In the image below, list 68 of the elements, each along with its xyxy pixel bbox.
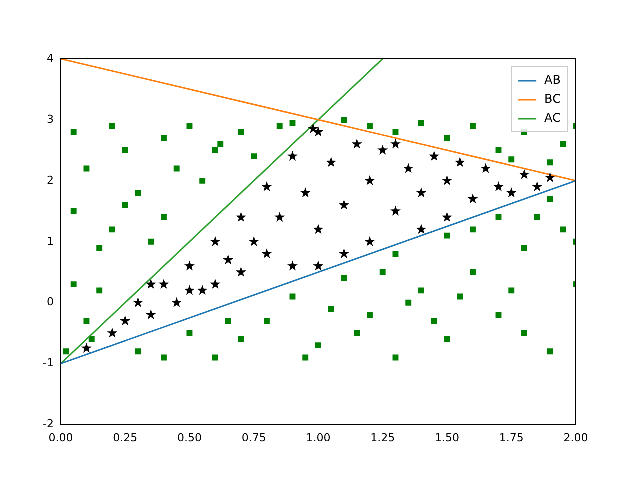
point bbox=[532, 182, 543, 192]
point bbox=[352, 138, 362, 149]
point bbox=[158, 279, 170, 290]
point bbox=[262, 182, 272, 192]
point bbox=[442, 175, 452, 186]
point bbox=[454, 157, 466, 168]
y-tick-label: 4 bbox=[46, 52, 54, 65]
point bbox=[308, 124, 319, 134]
x-tick-label: 0.50 bbox=[177, 431, 202, 444]
point bbox=[210, 236, 221, 246]
point bbox=[378, 144, 388, 155]
legend-label: AB bbox=[544, 73, 562, 88]
point bbox=[223, 254, 234, 265]
point bbox=[300, 188, 311, 198]
x-tick-label: 0.00 bbox=[48, 431, 74, 444]
point bbox=[262, 248, 272, 259]
point bbox=[468, 194, 478, 204]
y-tick-label: 2 bbox=[46, 174, 54, 187]
point bbox=[197, 285, 208, 296]
point bbox=[184, 260, 195, 271]
point bbox=[339, 200, 350, 210]
point bbox=[390, 206, 401, 216]
point bbox=[326, 157, 337, 168]
x-tick-label: 0.75 bbox=[242, 431, 266, 444]
y-tick-label: -2 bbox=[43, 418, 54, 431]
point bbox=[248, 236, 260, 246]
point bbox=[288, 260, 298, 271]
point bbox=[364, 175, 376, 186]
point bbox=[120, 316, 131, 326]
point bbox=[442, 212, 452, 222]
point bbox=[390, 138, 401, 149]
point bbox=[146, 310, 156, 320]
point bbox=[236, 266, 246, 277]
point bbox=[519, 169, 530, 180]
point bbox=[236, 212, 246, 222]
point bbox=[364, 236, 376, 246]
point bbox=[416, 188, 427, 198]
point bbox=[339, 248, 350, 259]
legend-label: BC bbox=[544, 92, 561, 106]
x-tick-label: 1.75 bbox=[499, 431, 524, 444]
y-tick-label: 3 bbox=[46, 112, 54, 126]
point bbox=[313, 260, 324, 271]
point bbox=[107, 328, 118, 338]
point bbox=[146, 279, 156, 290]
point bbox=[132, 297, 144, 308]
point bbox=[274, 212, 286, 222]
point bbox=[545, 172, 556, 182]
legend-label: AC bbox=[544, 111, 561, 126]
point bbox=[210, 279, 221, 290]
x-tick-label: 1.00 bbox=[306, 431, 331, 444]
point bbox=[81, 343, 92, 354]
point bbox=[506, 188, 517, 198]
point bbox=[288, 151, 298, 161]
point bbox=[416, 224, 427, 234]
point bbox=[403, 163, 414, 174]
y-tick-label: 0 bbox=[46, 296, 54, 309]
point bbox=[480, 163, 492, 174]
x-tick-label: 1.50 bbox=[434, 431, 460, 444]
point bbox=[313, 224, 324, 234]
y-tick-label: 1 bbox=[46, 234, 54, 248]
point bbox=[429, 151, 440, 161]
x-tick-label: 1.25 bbox=[370, 431, 396, 444]
x-tick-label: 2.00 bbox=[564, 431, 588, 444]
point bbox=[494, 182, 504, 192]
point bbox=[172, 297, 182, 308]
y-tick-label: -1 bbox=[43, 356, 54, 370]
point bbox=[184, 285, 195, 296]
x-tick-label: 0.25 bbox=[113, 431, 138, 444]
